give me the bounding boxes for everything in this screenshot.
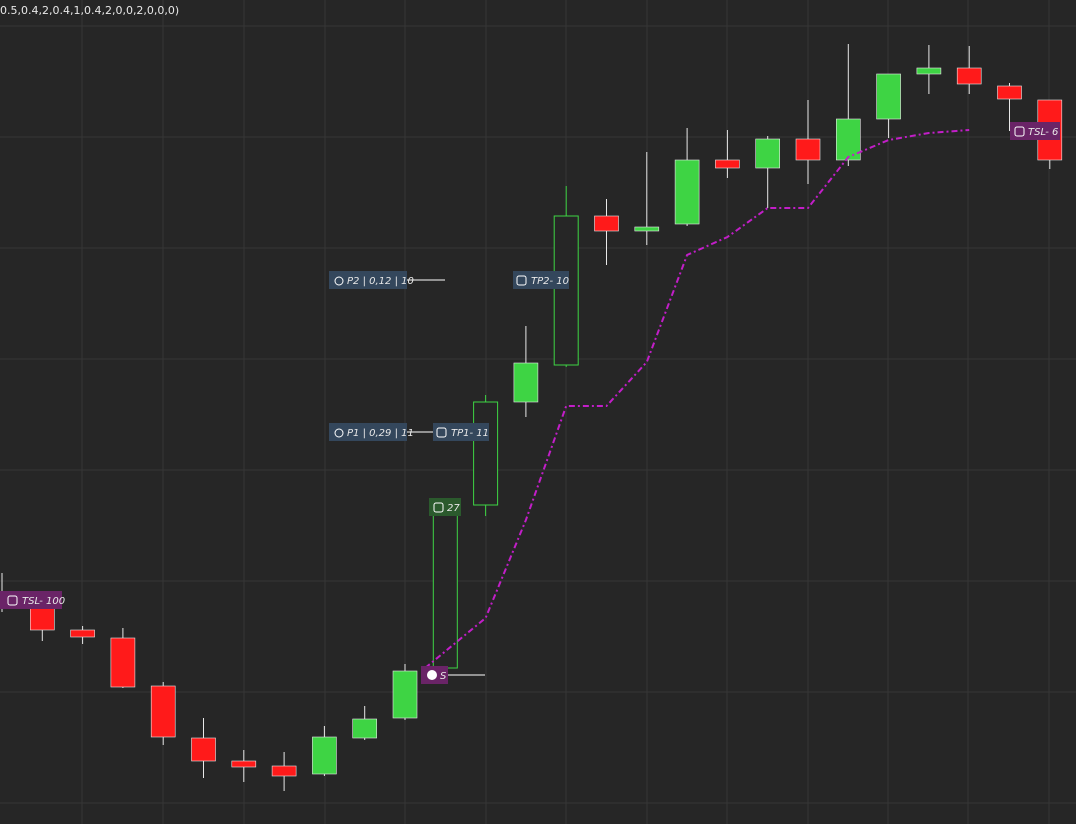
candle-body	[634, 226, 660, 232]
candle-body	[795, 138, 821, 161]
candle-body	[432, 504, 458, 669]
annotation: TSL- 6	[1028, 127, 1058, 138]
candle-body	[674, 159, 700, 225]
candle-body	[553, 215, 579, 366]
annotation: 27	[447, 503, 460, 514]
trailing-stop-line	[424, 129, 970, 669]
candle-body	[876, 73, 901, 120]
candle-body	[70, 629, 95, 638]
candle-body	[513, 362, 539, 403]
candle-body	[956, 67, 982, 85]
annotation: TSL- 100	[22, 596, 65, 607]
candle-body	[755, 138, 781, 169]
candle-body	[150, 685, 176, 738]
annotation: P2 | 0,12 | 10	[347, 276, 414, 287]
candle-body	[271, 765, 297, 777]
candle-body	[473, 401, 499, 506]
candle-body	[835, 118, 861, 161]
annotation: TP2- 10	[531, 276, 569, 287]
candle-body	[715, 159, 740, 169]
candle-body	[997, 85, 1022, 100]
candle-body	[352, 718, 378, 739]
plot	[0, 44, 1063, 791]
candle-body	[110, 637, 136, 688]
candle-body	[594, 215, 619, 232]
annotation: S	[440, 671, 447, 682]
chart-title: 0.5,0.4,2,0.4,1,0.4,2,0,0,2,0,0,0)	[0, 4, 179, 17]
candle-body	[392, 670, 418, 719]
annotation: TP1- 11	[451, 428, 489, 439]
annotation: P1 | 0,29 | 11	[347, 428, 414, 439]
candle-body	[312, 736, 337, 775]
candle-body	[916, 67, 942, 75]
annotations: P2 | 0,12 | 10 TP2- 10 P1 | 0,29 | 11 TP…	[0, 122, 1060, 684]
candle-body	[231, 760, 257, 768]
candle-body	[191, 737, 216, 762]
